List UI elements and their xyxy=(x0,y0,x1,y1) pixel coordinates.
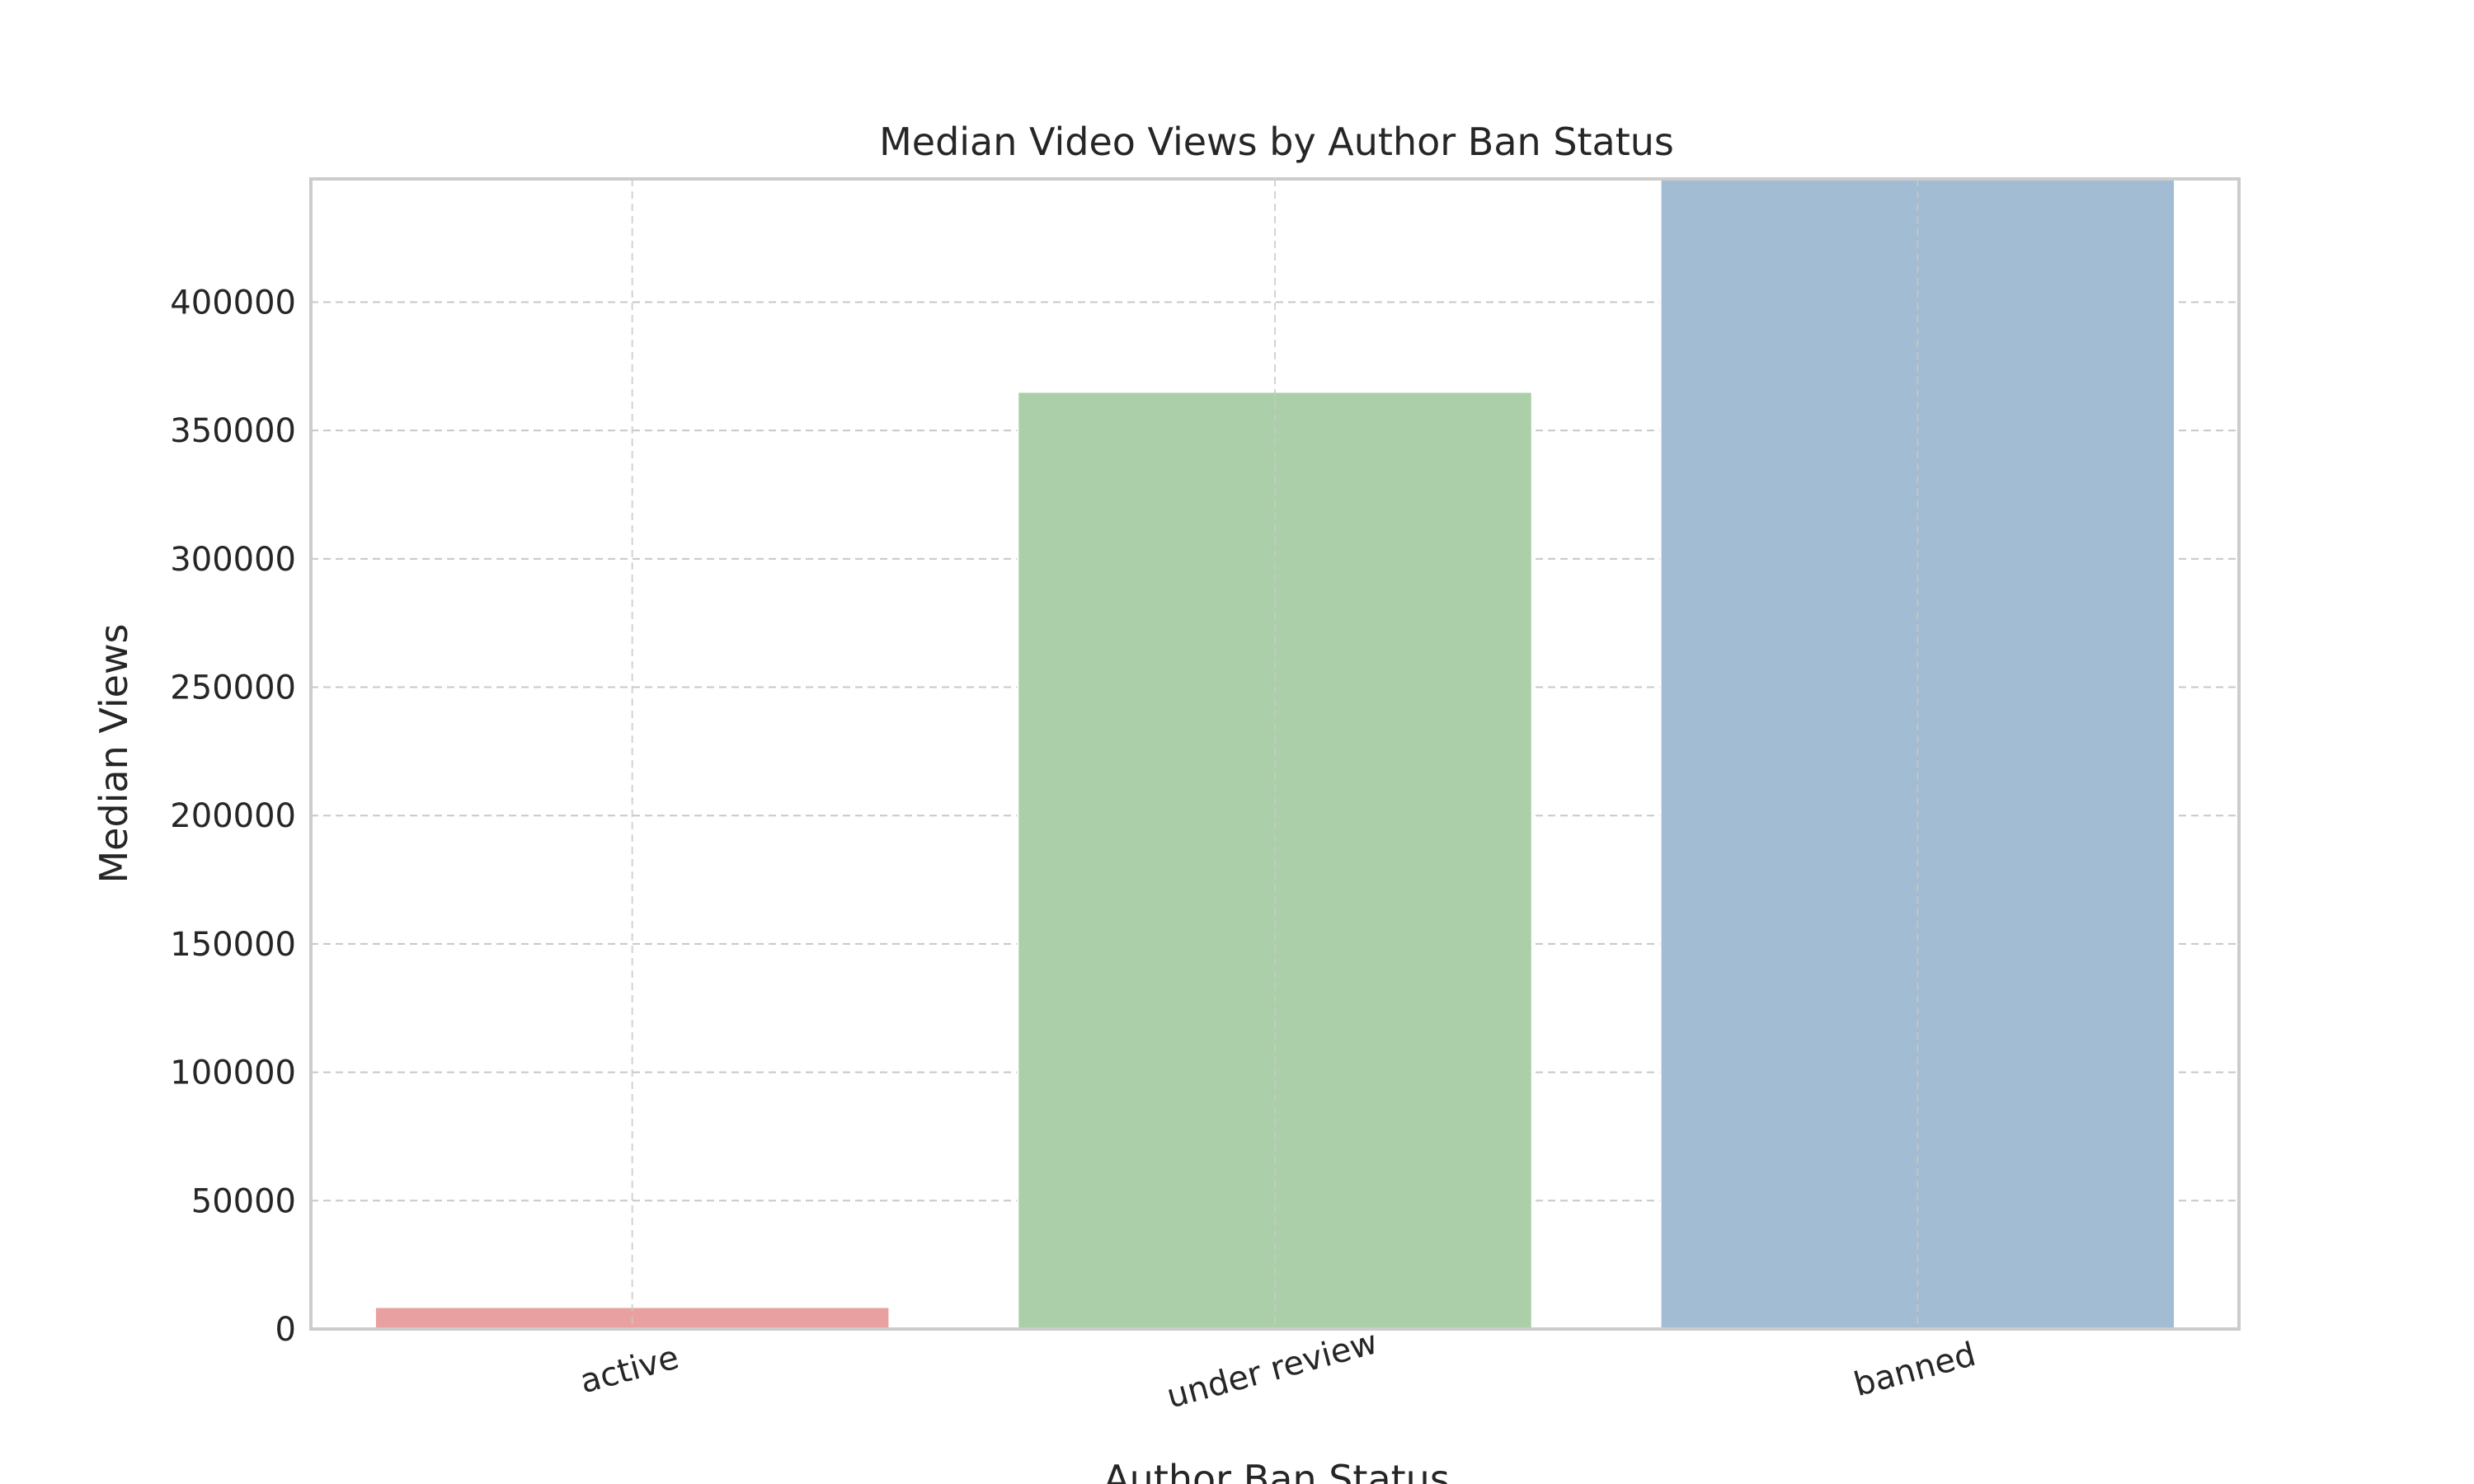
plot-frame xyxy=(309,177,2241,1331)
y-tick-label: 100000 xyxy=(170,1054,296,1092)
x-grid-layer xyxy=(631,179,1919,1329)
y-tick-label: 400000 xyxy=(170,284,296,322)
y-tick-label: 350000 xyxy=(170,412,296,450)
y-tick-labels: 0 50000 100000 150000 200000 250000 300000 3500… xyxy=(170,284,296,1349)
y-tick-label: 0 xyxy=(275,1311,296,1349)
chart-title: Median Video Views by Author Ban Status xyxy=(879,120,1674,164)
x-tick-label: active xyxy=(576,1338,683,1401)
x-tick-label: under review xyxy=(1163,1323,1381,1416)
y-tick-label: 150000 xyxy=(170,926,296,964)
y-tick-label: 300000 xyxy=(170,541,296,579)
y-tick-label: 200000 xyxy=(170,797,296,835)
x-axis-label: Author Ban Status xyxy=(1103,1457,1450,1484)
x-tick-label: banned xyxy=(1850,1336,1979,1404)
y-axis-label: Median Views xyxy=(92,623,136,883)
x-tick-labels: active under review banned xyxy=(576,1323,1980,1416)
y-tick-label: 50000 xyxy=(191,1182,296,1220)
y-tick-label: 250000 xyxy=(170,669,296,707)
